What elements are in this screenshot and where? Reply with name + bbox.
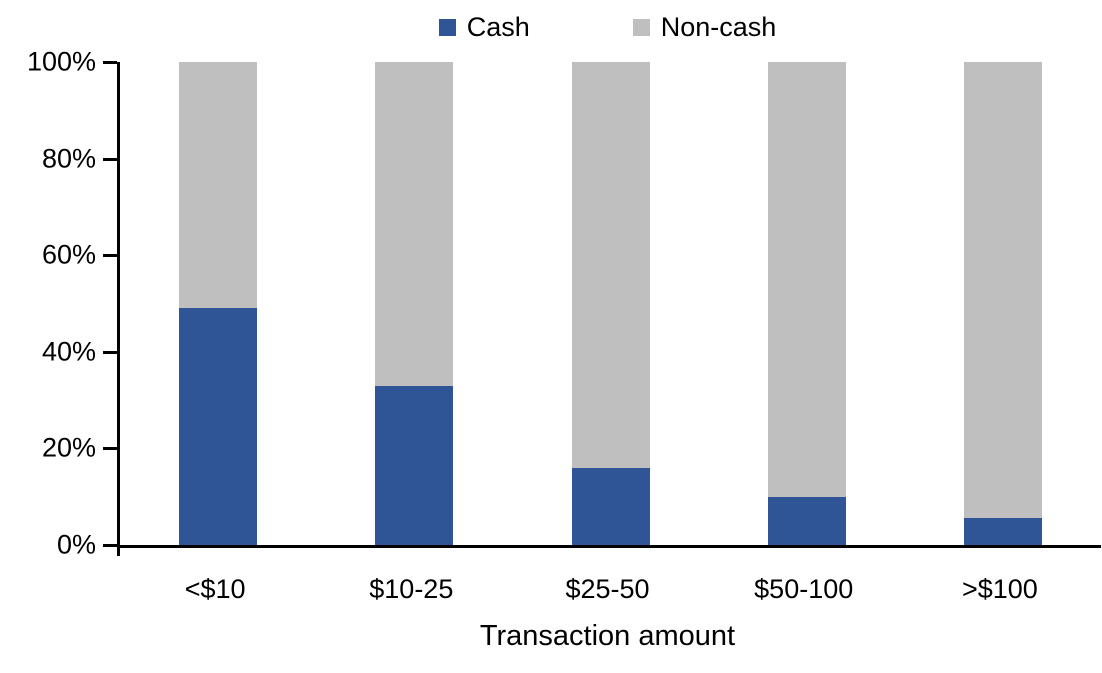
bar-segment-cash	[571, 467, 650, 545]
bar-segment-non-cash	[963, 62, 1042, 519]
x-tick-label: $10-25	[369, 574, 454, 604]
y-tick-label: 0%	[56, 529, 96, 560]
legend-swatch-icon	[632, 18, 650, 36]
bar-segment-non-cash	[375, 62, 454, 386]
y-tick-label: 100%	[26, 46, 96, 77]
bar-segment-cash	[963, 518, 1042, 545]
bar-slot	[120, 62, 316, 545]
y-tick-mark	[103, 447, 117, 451]
stacked-bar--50-100	[767, 62, 846, 545]
bar-slot	[316, 62, 512, 545]
stacked-bar--10-25	[375, 62, 454, 545]
y-tick-mark	[103, 61, 117, 64]
y-axis-labels: 0% 20% 40% 60% 80% 100%	[0, 47, 96, 560]
legend-swatch-icon	[438, 18, 456, 36]
legend-label: Non-cash	[660, 11, 777, 42]
bar-segment-non-cash	[571, 62, 650, 468]
x-tick-label: >$100	[961, 574, 1038, 604]
y-tick-label: 40%	[41, 336, 96, 367]
bar-segment-non-cash	[767, 62, 846, 497]
bar-segment-cash	[179, 308, 258, 545]
legend-label: Cash	[466, 11, 530, 42]
legend-item-non-cash: Non-cash	[632, 11, 777, 42]
y-tick-label: 80%	[41, 143, 96, 174]
bar-segment-cash	[767, 496, 846, 545]
x-axis-title: Transaction amount	[479, 620, 736, 652]
y-tick-mark	[103, 157, 117, 161]
x-tick-label: <$10	[184, 574, 246, 604]
stacked-bar--100	[963, 62, 1042, 545]
x-tick-label: $25-50	[565, 574, 650, 604]
bar-segment-non-cash	[179, 62, 258, 309]
y-tick-mark	[103, 350, 117, 354]
plot-area	[103, 61, 1101, 556]
chart-legend: Cash Non-cash	[117, 8, 1098, 46]
y-tick-label: 20%	[41, 432, 96, 463]
x-tick-label: $50-100	[754, 574, 854, 604]
y-tick-mark	[103, 544, 117, 547]
x-axis-labels: <$10 $10-25 $25-50 $50-100 >$100	[117, 574, 1098, 605]
stacked-bar--25-50	[571, 62, 650, 545]
bar-segment-cash	[375, 385, 454, 545]
bar-series-container	[120, 62, 1101, 545]
x-axis-origin-tick	[117, 548, 120, 556]
bar-slot	[512, 62, 708, 545]
legend-item-cash: Cash	[438, 11, 530, 42]
y-tick-mark	[103, 254, 117, 258]
bar-slot	[709, 62, 905, 545]
bar-slot	[905, 62, 1101, 545]
y-tick-label: 60%	[41, 239, 96, 270]
stacked-bar--10	[179, 62, 258, 545]
